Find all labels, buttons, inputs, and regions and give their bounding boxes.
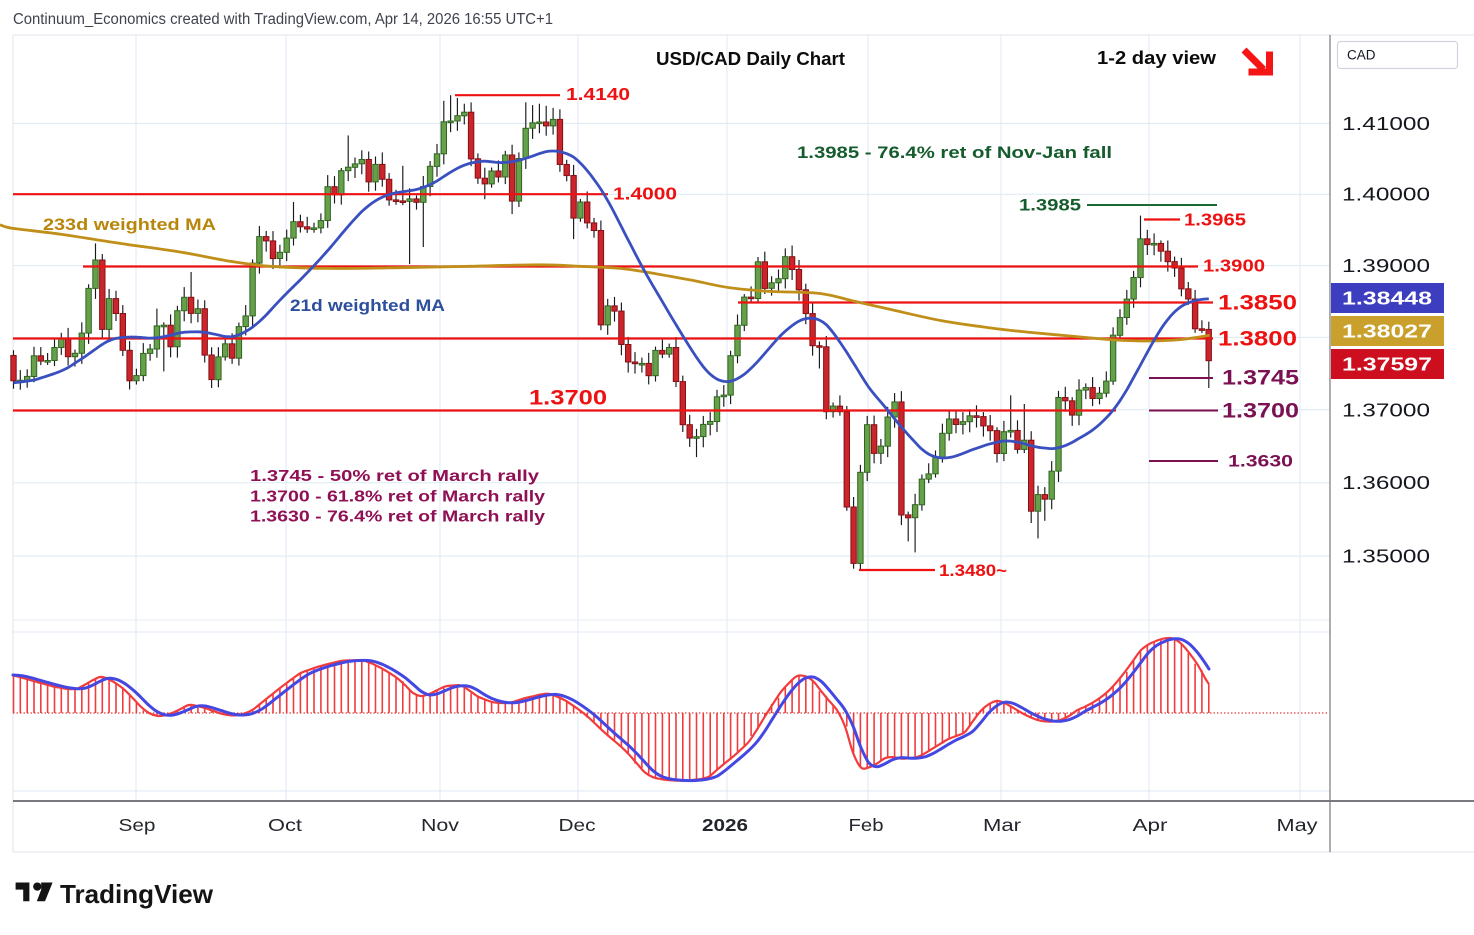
svg-text:1.4140: 1.4140 (566, 84, 630, 104)
svg-text:1.37000: 1.37000 (1342, 400, 1430, 420)
svg-text:1.37597: 1.37597 (1342, 354, 1432, 375)
svg-text:1.3745 - 50% ret of March rall: 1.3745 - 50% ret of March rally (250, 468, 539, 485)
svg-text:21d weighted MA: 21d weighted MA (290, 296, 445, 315)
svg-text:Sep: Sep (119, 815, 156, 835)
svg-text:1.41000: 1.41000 (1342, 114, 1430, 134)
svg-text:1.3985: 1.3985 (1019, 197, 1081, 215)
svg-text:1.35000: 1.35000 (1342, 547, 1430, 567)
svg-text:Oct: Oct (268, 815, 302, 835)
svg-text:1.3900: 1.3900 (1203, 256, 1265, 276)
svg-text:1.3985 - 76.4% ret of Nov-Jan: 1.3985 - 76.4% ret of Nov-Jan fall (797, 143, 1112, 162)
svg-text:233d weighted MA: 233d weighted MA (43, 215, 216, 234)
svg-text:Mar: Mar (983, 815, 1021, 835)
svg-text:1.40000: 1.40000 (1342, 185, 1430, 205)
svg-text:1.3700 - 61.8% ret of March ra: 1.3700 - 61.8% ret of March rally (250, 489, 545, 506)
svg-text:Continuum_Economics created wi: Continuum_Economics created with Trading… (13, 11, 553, 28)
svg-text:CAD: CAD (1347, 48, 1376, 63)
svg-text:1.38027: 1.38027 (1342, 321, 1432, 342)
svg-text:Nov: Nov (421, 815, 459, 835)
svg-text:1.36000: 1.36000 (1342, 473, 1430, 493)
svg-text:May: May (1277, 815, 1318, 835)
svg-text:Dec: Dec (559, 815, 596, 835)
svg-text:TradingView: TradingView (60, 879, 214, 909)
svg-text:1.3700: 1.3700 (1222, 400, 1299, 423)
svg-text:1.38448: 1.38448 (1342, 288, 1432, 309)
svg-text:1.4000: 1.4000 (613, 184, 677, 204)
svg-text:1.3630: 1.3630 (1228, 453, 1293, 471)
svg-text:1.3480~: 1.3480~ (939, 562, 1007, 580)
svg-text:Apr: Apr (1133, 815, 1168, 835)
svg-text:1.39000: 1.39000 (1342, 256, 1430, 276)
svg-text:Feb: Feb (849, 815, 884, 835)
svg-text:1.3800: 1.3800 (1218, 328, 1297, 351)
svg-text:1.3850: 1.3850 (1218, 292, 1297, 315)
svg-text:2026: 2026 (702, 815, 748, 835)
svg-text:1.3965: 1.3965 (1184, 210, 1246, 230)
svg-text:1.3700: 1.3700 (529, 387, 607, 410)
svg-text:1-2 day view: 1-2 day view (1097, 48, 1217, 68)
svg-text:1.3630 - 76.4% ret of March ra: 1.3630 - 76.4% ret of March rally (250, 509, 545, 526)
svg-text:USD/CAD Daily Chart: USD/CAD Daily Chart (656, 49, 845, 69)
svg-text:1.3745: 1.3745 (1222, 367, 1299, 390)
